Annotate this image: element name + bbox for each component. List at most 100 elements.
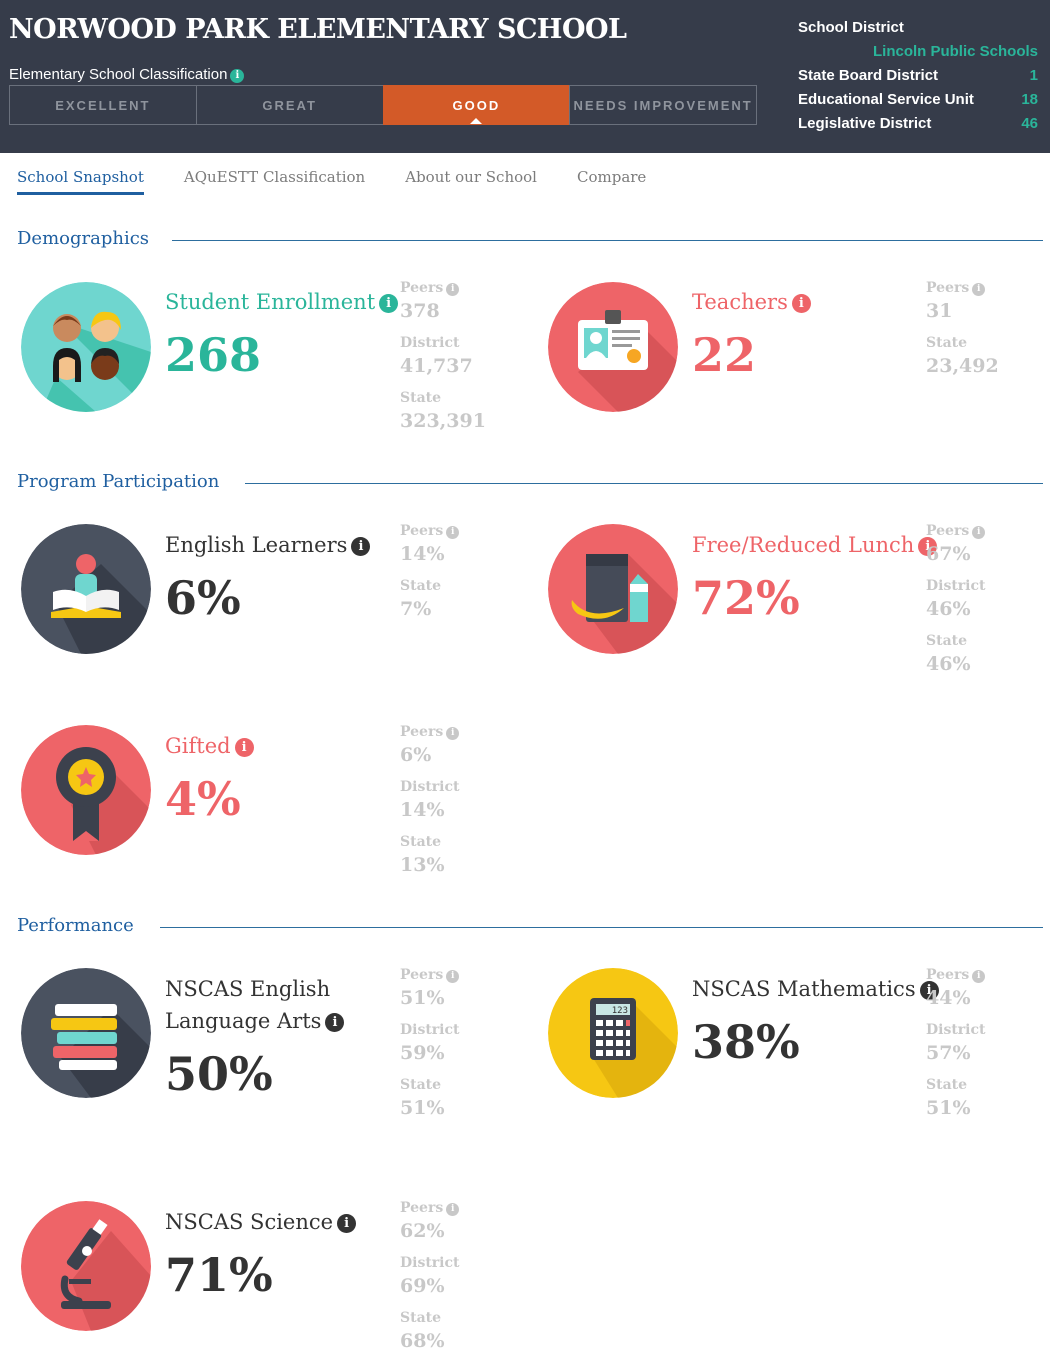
demographics-divider [172, 240, 1043, 241]
rating-excellent: EXCELLENT [9, 85, 197, 125]
compare-value: 46% [926, 598, 971, 620]
math-comparison: Peers i 44% District 57% State 51% [926, 966, 986, 1131]
district-info: School District Lincoln Public Schools S… [798, 16, 1038, 136]
tab-bar: School Snapshot AQuESTT Classification A… [17, 168, 686, 195]
program-divider [245, 483, 1043, 484]
peers-info-icon[interactable]: i [446, 1203, 460, 1216]
peers-info-icon[interactable]: i [972, 970, 986, 983]
math-title-text: NSCAS Mathematics [692, 977, 916, 1001]
compare-value: 59% [400, 1042, 445, 1064]
english-learners-title-text: English Learners [165, 533, 348, 557]
teachers-comparison: Peers i 31 State 23,492 [926, 279, 999, 389]
compare-label: Peers [926, 523, 970, 539]
gifted-title-text: Gifted [165, 734, 231, 758]
tab-aquestt-classification[interactable]: AQuESTT Classification [183, 168, 366, 186]
peers-info-icon[interactable]: i [972, 283, 986, 296]
rating-needs-improvement: NEEDS IMPROVEMENT [569, 85, 757, 125]
classification-label-text: Elementary School Classification [9, 66, 228, 83]
gifted-title: Gifted i [165, 730, 254, 762]
compare-value: 51% [400, 1097, 445, 1119]
performance-title: Performance [17, 914, 134, 936]
lunch-value: 72% [692, 571, 800, 625]
compare-value: 41,737 [400, 355, 473, 377]
ela-title-line2: Language Arts [165, 1009, 322, 1033]
science-value: 71% [165, 1248, 273, 1302]
compare-value: 31 [926, 300, 953, 322]
math-value: 38% [692, 1015, 800, 1069]
compare-label: District [400, 1255, 460, 1271]
award-ribbon-icon [21, 725, 151, 855]
compare-label: State [400, 1310, 442, 1326]
rating-good: GOOD [382, 85, 571, 125]
teachers-value: 22 [692, 328, 757, 382]
lunch-comparison: Peers i 67% District 46% State 46% [926, 522, 986, 687]
calculator-display: 123 [612, 1006, 628, 1016]
compare-value: 69% [400, 1275, 445, 1297]
peers-info-icon[interactable]: i [446, 727, 460, 740]
compare-label: State [400, 1077, 442, 1093]
students-icon [21, 282, 151, 412]
state-board-value: 1 [1029, 67, 1038, 84]
english-learners-info-icon[interactable]: i [351, 537, 371, 556]
compare-value: 68% [400, 1330, 445, 1352]
peers-info-icon[interactable]: i [972, 526, 986, 539]
ela-info-icon[interactable]: i [325, 1013, 345, 1032]
compare-value: 44% [926, 987, 971, 1009]
compare-label: Peers [400, 280, 444, 296]
tab-about-our-school[interactable]: About our School [405, 168, 537, 186]
compare-value: 67% [926, 543, 971, 565]
school-district-link[interactable]: Lincoln Public Schools [872, 43, 1038, 60]
peers-info-icon[interactable]: i [446, 970, 460, 983]
peers-info-icon[interactable]: i [446, 526, 460, 539]
peers-info-icon[interactable]: i [446, 283, 460, 296]
science-title: NSCAS Science i [165, 1206, 357, 1238]
teachers-info-icon[interactable]: i [791, 294, 811, 313]
school-district-label: School District [798, 19, 904, 36]
classification-label: Elementary School Classification i [9, 66, 245, 83]
classification-info-icon[interactable]: i [230, 69, 245, 83]
ela-title-line1: NSCAS English [165, 977, 331, 1001]
compare-label: State [926, 335, 968, 351]
microscope-icon [21, 1201, 151, 1331]
compare-label: State [400, 834, 442, 850]
performance-heading: Performance [17, 912, 134, 938]
tab-school-snapshot[interactable]: School Snapshot [17, 168, 144, 195]
compare-label: Peers [400, 523, 444, 539]
lunch-info-icon[interactable]: i [918, 537, 938, 556]
school-header: NORWOOD PARK ELEMENTARY SCHOOL Elementar… [0, 0, 1050, 153]
teachers-title: Teachers i [692, 286, 811, 318]
enrollment-comparison: Peers i 378 District 41,737 State 323,391 [400, 279, 486, 444]
compare-label: District [400, 335, 460, 351]
enrollment-value: 268 [165, 328, 262, 382]
science-info-icon[interactable]: i [337, 1214, 357, 1233]
science-comparison: Peers i 62% District 69% State 68% [400, 1199, 460, 1363]
compare-label: Peers [926, 280, 970, 296]
reader-book-icon [21, 524, 151, 654]
book-stack-icon [21, 968, 151, 1098]
compare-value: 378 [400, 300, 440, 322]
enrollment-title-text: Student Enrollment [165, 290, 376, 314]
lunch-title-text: Free/Reduced Lunch [692, 533, 915, 557]
compare-label: State [400, 578, 442, 594]
performance-divider [160, 927, 1043, 928]
compare-value: 51% [926, 1097, 971, 1119]
science-title-text: NSCAS Science [165, 1210, 334, 1234]
enrollment-title: Student Enrollment i [165, 286, 399, 318]
english-learners-title: English Learners i [165, 529, 371, 561]
ela-value: 50% [165, 1047, 273, 1101]
calculator-icon: 123 [548, 968, 678, 1098]
compare-value: 23,492 [926, 355, 999, 377]
enrollment-info-icon[interactable]: i [379, 294, 399, 313]
math-info-icon[interactable]: i [919, 981, 939, 1000]
english-learners-value: 6% [165, 571, 241, 625]
tab-compare[interactable]: Compare [576, 168, 647, 186]
esu-value: 18 [1021, 91, 1038, 108]
rating-great: GREAT [195, 85, 384, 125]
classification-rating-bar: EXCELLENT GREAT GOOD NEEDS IMPROVEMENT [9, 85, 757, 125]
gifted-info-icon[interactable]: i [234, 738, 254, 757]
id-badge-icon [548, 282, 678, 412]
gifted-comparison: Peers i 6% District 14% State 13% [400, 723, 460, 888]
compare-value: 51% [400, 987, 445, 1009]
compare-label: Peers [400, 724, 444, 740]
ela-comparison: Peers i 51% District 59% State 51% [400, 966, 460, 1131]
